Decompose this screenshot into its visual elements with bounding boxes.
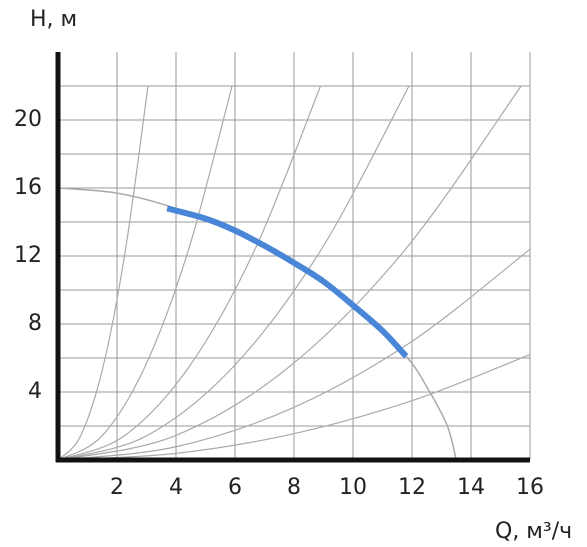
curve xyxy=(57,354,531,461)
x-tick-label: 12 xyxy=(398,475,426,500)
x-tick-label: 14 xyxy=(457,475,485,500)
x-axis-label: Q, м³/ч xyxy=(495,519,572,544)
curve xyxy=(57,85,149,461)
x-tick-label: 16 xyxy=(516,475,544,500)
curve xyxy=(57,85,233,461)
curve xyxy=(57,85,322,461)
x-tick-label: 2 xyxy=(110,475,124,500)
x-tick-label: 6 xyxy=(228,475,242,500)
x-tick-label: 4 xyxy=(169,475,183,500)
x-tick-label: 10 xyxy=(339,475,367,500)
y-axis-label: H, м xyxy=(30,7,77,32)
x-tick-label: 8 xyxy=(287,475,301,500)
y-tick-label: 16 xyxy=(14,175,42,200)
y-tick-label: 20 xyxy=(14,107,42,132)
curve xyxy=(57,248,531,461)
y-tick-label: 8 xyxy=(28,311,42,336)
curve xyxy=(57,85,522,461)
curve xyxy=(166,205,409,359)
y-tick-label: 12 xyxy=(14,243,42,268)
y-tick-label: 4 xyxy=(28,379,42,404)
curve xyxy=(57,85,410,461)
